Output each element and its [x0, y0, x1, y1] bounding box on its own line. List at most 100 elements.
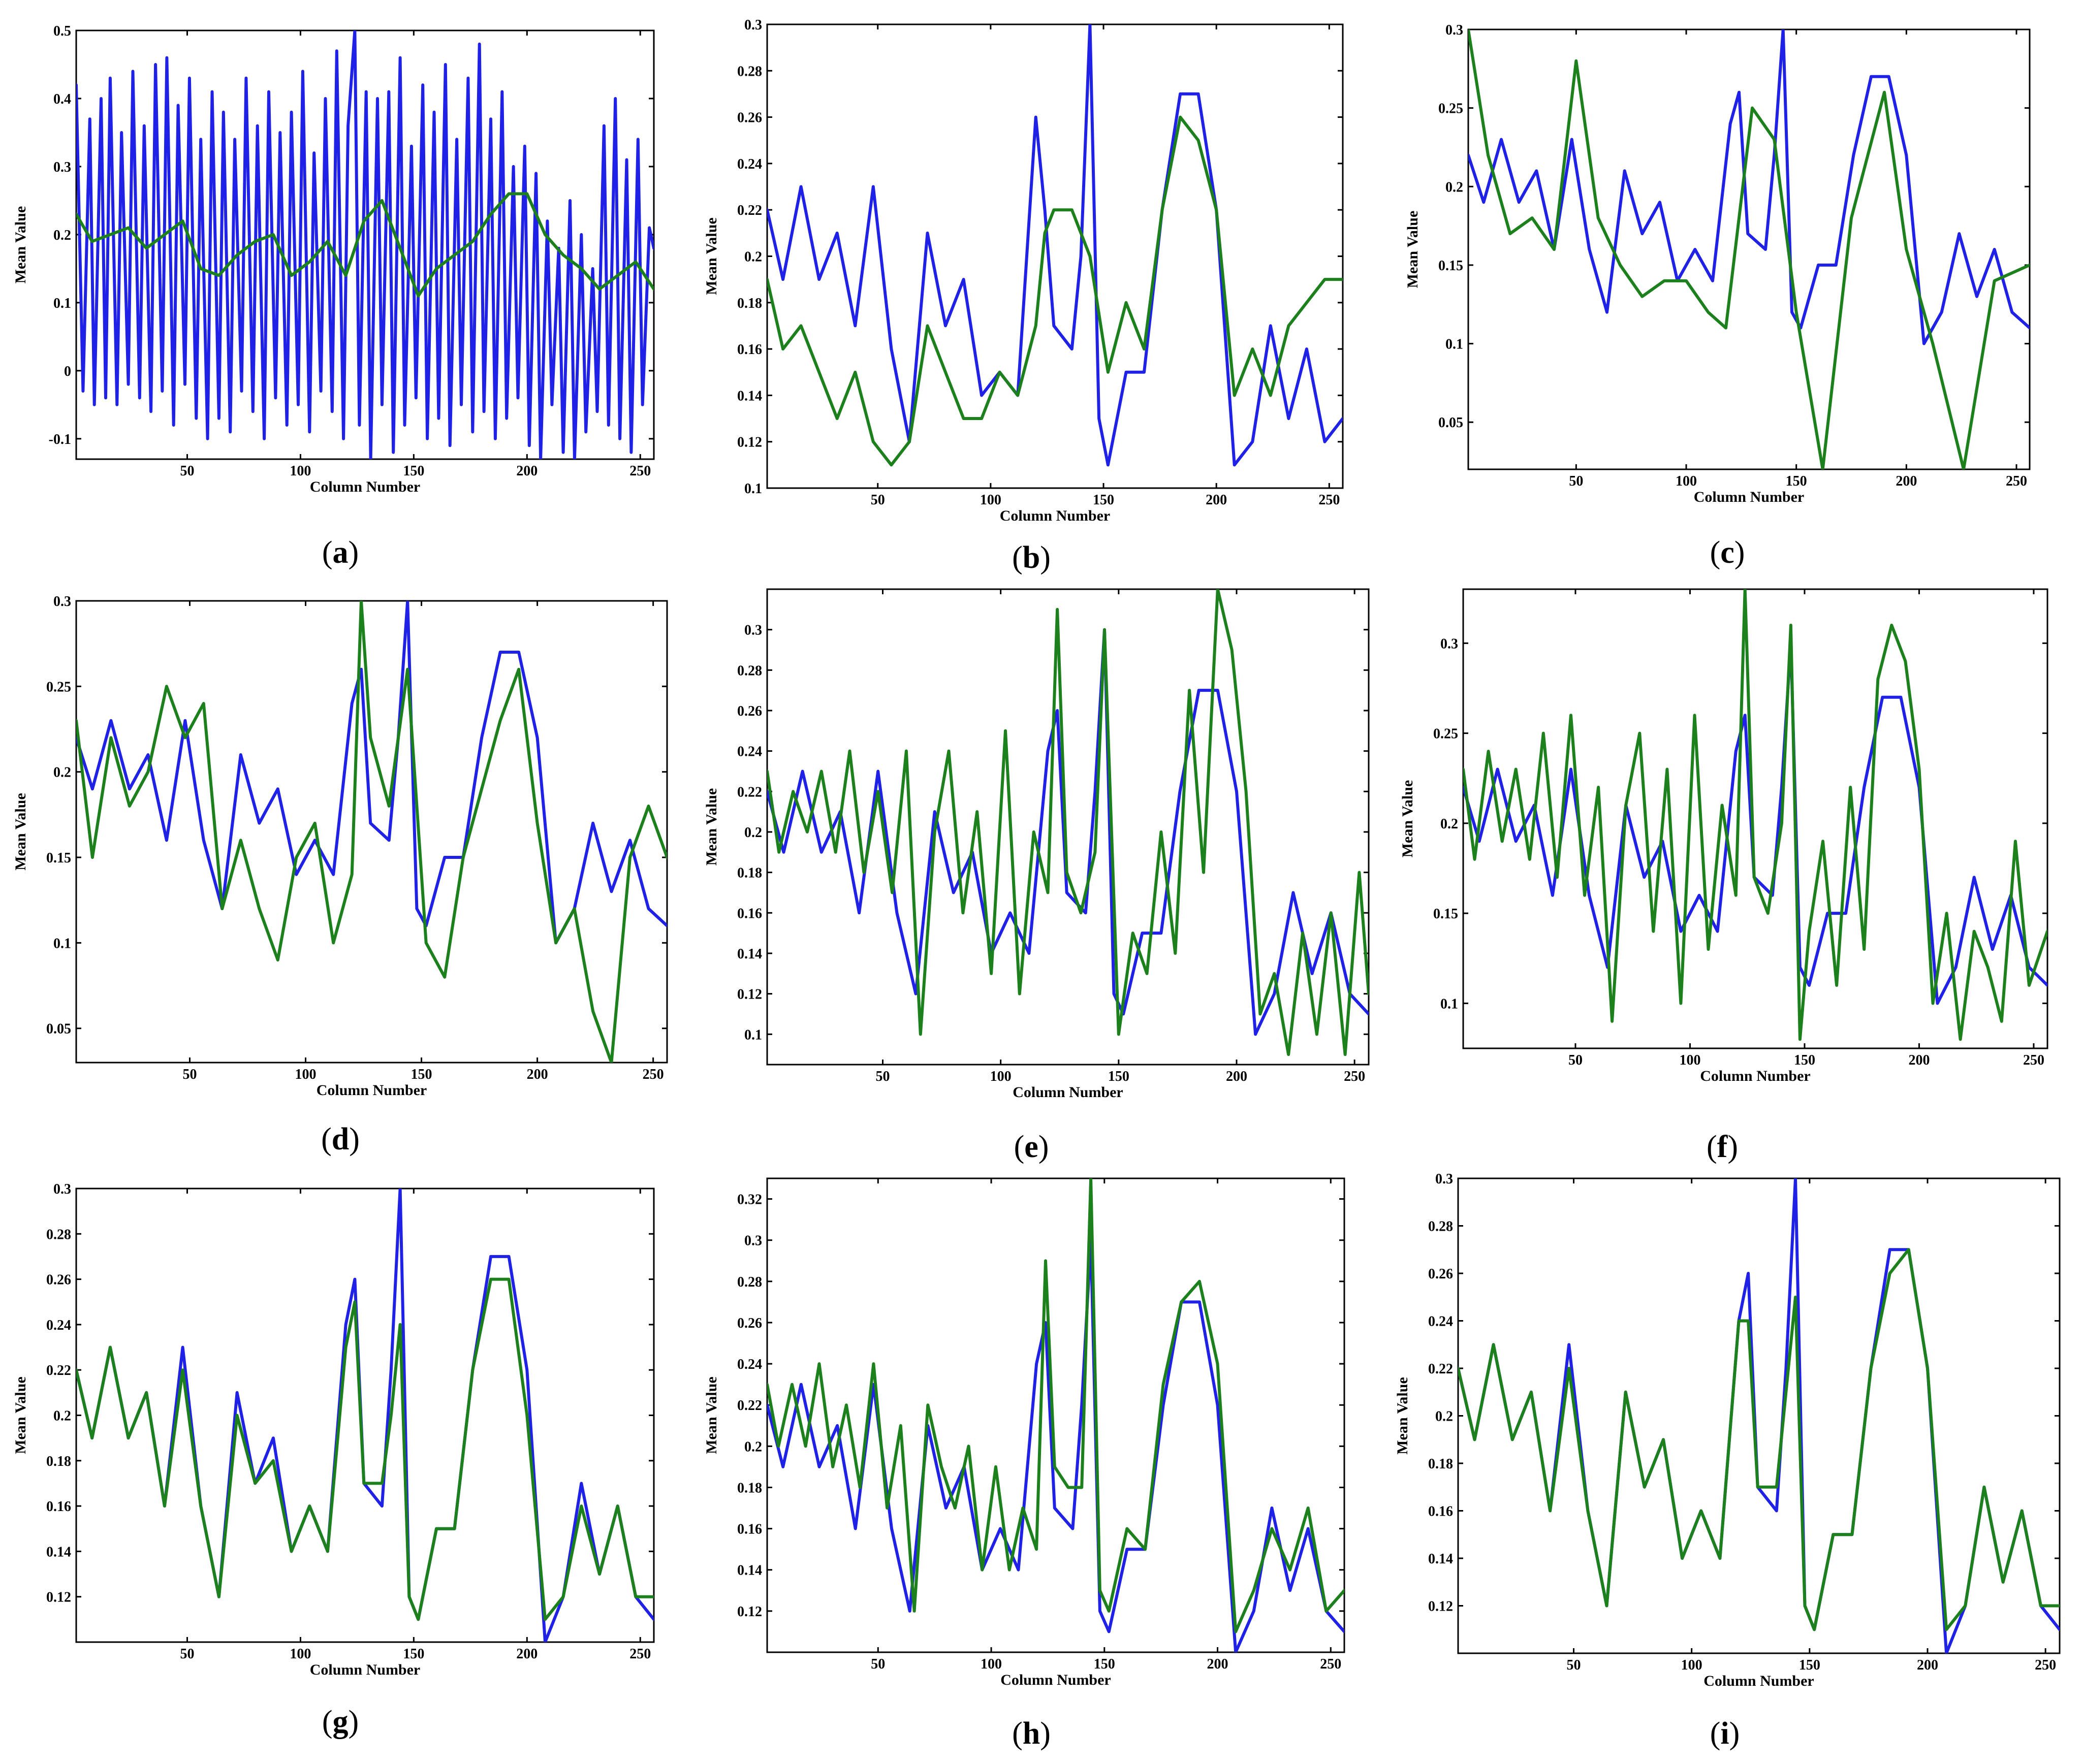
- y-tick-label: 0.4: [53, 91, 71, 107]
- x-tick-label: 150: [1108, 1069, 1129, 1084]
- x-tick-label: 200: [1917, 1657, 1938, 1673]
- y-tick-label: 0.16: [737, 906, 762, 921]
- x-tick-label: 250: [629, 463, 651, 479]
- y-tick-label: 0.2: [1445, 179, 1463, 195]
- y-axis-title: Mean Value: [12, 206, 29, 284]
- x-tick-label: 200: [1206, 492, 1227, 508]
- x-tick-label: 250: [2035, 1657, 2056, 1673]
- x-tick-label: 150: [1799, 1657, 1820, 1673]
- x-tick-label: 250: [643, 1067, 664, 1082]
- panel-label-letter: b: [1023, 540, 1040, 575]
- y-tick-label: 0.15: [1433, 906, 1458, 922]
- y-tick-label: 0.12: [737, 987, 762, 1003]
- y-tick-label: -0.1: [49, 432, 71, 447]
- panel-label-letter: g: [333, 1705, 349, 1739]
- x-tick-label: 200: [516, 1646, 538, 1662]
- x-axis-title: Column Number: [1703, 1673, 1814, 1689]
- x-tick-label: 100: [990, 1069, 1012, 1084]
- x-tick-label: 150: [1794, 1052, 1815, 1068]
- x-tick-label: 250: [2023, 1052, 2044, 1068]
- x-tick-label: 100: [1679, 1052, 1700, 1068]
- y-tick-label: 0.24: [1428, 1314, 1453, 1330]
- series-line-green: [767, 1178, 1344, 1633]
- x-tick-label: 200: [516, 463, 538, 479]
- y-tick-label: 0.3: [53, 1181, 71, 1197]
- y-axis-title: Mean Value: [1399, 780, 1416, 858]
- y-axis-title: Mean Value: [703, 217, 720, 295]
- y-tick-label: 0.18: [46, 1454, 71, 1469]
- y-tick-label: 0.3: [1440, 636, 1458, 652]
- axes-frame: [766, 588, 1370, 1066]
- panel-f: 50 100 150 200 250 0.1 0.15 0.2 0.25 0.3 Column Nu…: [1399, 588, 2048, 1164]
- x-axis-title: Column Number: [310, 1661, 421, 1678]
- x-tick-label: 100: [290, 463, 311, 479]
- panel-e: 50 100 150 200 250 0.1 0.12 0.14 0.16 0.18 0.2 0.22…: [703, 588, 1370, 1164]
- x-axis-title: Column Number: [1000, 507, 1111, 524]
- x-tick-label: 50: [182, 1067, 197, 1082]
- y-tick-label: 0.1: [53, 936, 71, 951]
- y-tick-label: 0.1: [1440, 996, 1458, 1012]
- x-axis-title: Column Number: [1013, 1084, 1123, 1101]
- y-tick-label: 0.28: [1428, 1219, 1453, 1235]
- y-tick-label: 0.22: [46, 1363, 71, 1378]
- y-tick-label: 0.18: [737, 1480, 762, 1496]
- x-tick-label: 200: [527, 1067, 548, 1082]
- y-tick-label: 0.18: [737, 865, 762, 881]
- panel-label: (h): [1012, 1716, 1051, 1751]
- y-tick-label: 0.3: [53, 159, 71, 175]
- y-tick-label: 0.2: [744, 825, 762, 841]
- y-axis-title: Mean Value: [1394, 1377, 1411, 1455]
- y-tick-label: 0.1: [744, 481, 762, 497]
- y-tick-label: 0.14: [1428, 1551, 1453, 1567]
- y-tick-label: 0.25: [1433, 726, 1458, 742]
- panel-label: (i): [1710, 1716, 1740, 1751]
- x-tick-label: 50: [180, 463, 194, 479]
- y-tick-label: 0.2: [744, 1439, 762, 1455]
- y-tick-label: 0.26: [737, 703, 762, 719]
- series-line-blue: [1463, 642, 2047, 1005]
- y-tick-label: 0.2: [1440, 816, 1458, 832]
- y-tick-label: 0.3: [1435, 1171, 1453, 1187]
- x-tick-label: 150: [411, 1067, 432, 1082]
- y-tick-label: 0.14: [737, 388, 762, 404]
- y-tick-label: 0.14: [737, 946, 762, 962]
- y-tick-label: 0.3: [1445, 22, 1463, 38]
- y-tick-label: 0.24: [737, 744, 762, 760]
- y-tick-label: 0.28: [46, 1227, 71, 1242]
- y-axis-title: Mean Value: [12, 793, 29, 871]
- y-tick-label: 0.28: [737, 1274, 762, 1290]
- x-tick-label: 50: [1568, 1052, 1583, 1068]
- panel-h: 50 100 150 200 250 0.12 0.14 0.16 0.18 0.2 0.22 0.2…: [703, 1177, 1345, 1751]
- y-tick-label: 0.24: [737, 156, 762, 172]
- panel-label: (b): [1012, 540, 1051, 575]
- x-tick-label: 50: [1567, 1657, 1581, 1673]
- x-tick-label: 150: [1786, 473, 1807, 489]
- y-tick-label: 0.2: [744, 249, 762, 265]
- y-tick-label: 0.1: [744, 1027, 762, 1043]
- axes-frame: [75, 600, 668, 1064]
- y-tick-label: 0.26: [737, 110, 762, 126]
- y-tick-label: 0.2: [1435, 1409, 1453, 1425]
- y-tick-label: 0.3: [744, 623, 762, 638]
- panel-label-letter: f: [1717, 1130, 1728, 1164]
- axes-frame: [766, 1177, 1345, 1653]
- y-tick-label: 0.22: [737, 1398, 762, 1414]
- x-axis-title: Column Number: [1694, 489, 1805, 505]
- y-axis-title: Mean Value: [703, 788, 720, 866]
- x-tick-label: 150: [403, 463, 424, 479]
- series-line-green: [76, 192, 654, 298]
- x-tick-label: 200: [1908, 1052, 1930, 1068]
- x-tick-label: 50: [871, 1656, 885, 1672]
- y-tick-label: 0.16: [46, 1499, 71, 1515]
- x-tick-label: 100: [980, 492, 1001, 508]
- y-tick-label: 0.24: [737, 1357, 762, 1372]
- y-tick-label: 0.22: [737, 203, 762, 218]
- y-tick-label: 0.1: [53, 296, 71, 311]
- y-tick-label: 0.15: [1438, 258, 1463, 274]
- series-line-green: [1458, 1248, 2060, 1631]
- x-tick-label: 150: [1094, 1656, 1115, 1672]
- panel-i: 50 100 150 200 250 0.12 0.14 0.16 0.18 0.2 0.22 0.2…: [1394, 1171, 2061, 1751]
- y-tick-label: 0.3: [53, 594, 71, 610]
- y-tick-label: 0.12: [737, 435, 762, 451]
